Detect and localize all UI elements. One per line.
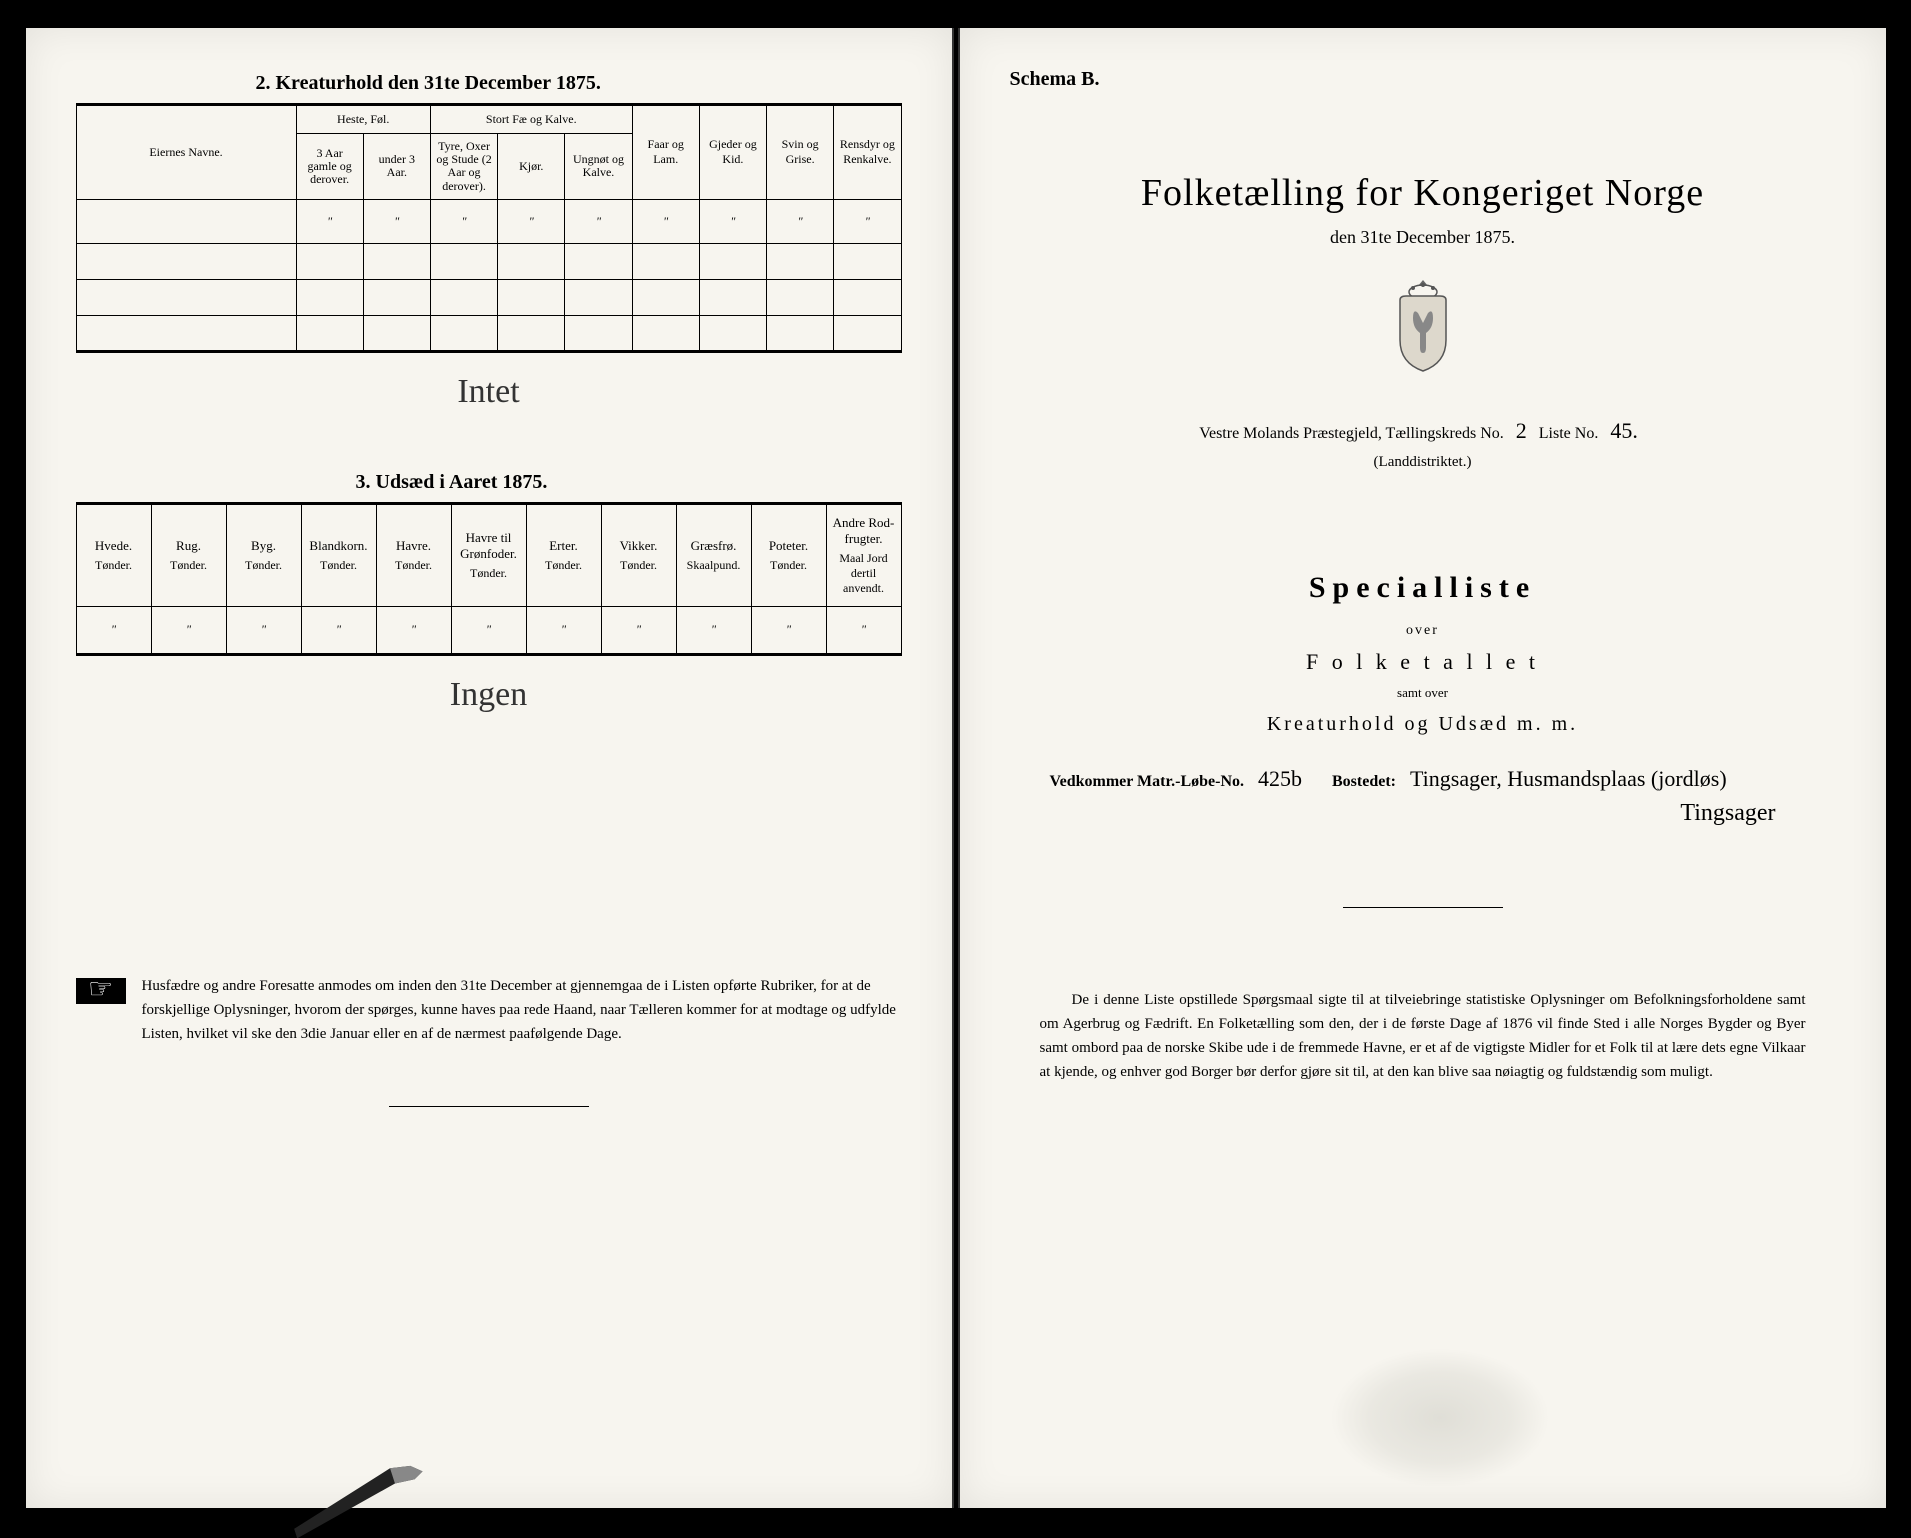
t3-cell: " [526, 606, 601, 654]
sub-heste2: under 3 Aar. [363, 134, 430, 200]
district-line: Vestre Molands Præstegjeld, Tællingskred… [1010, 418, 1836, 444]
t3-cell: " [676, 606, 751, 654]
t2-cell: " [296, 199, 363, 243]
t3-h: Havre.Tønder. [376, 503, 451, 606]
col-eiernes: Eiernes Navne. [76, 105, 296, 200]
t3-h: Vikker.Tønder. [601, 503, 676, 606]
t3-cell: " [601, 606, 676, 654]
t3-cell: " [826, 606, 901, 654]
divider [1343, 907, 1503, 908]
t3-h: Hvede.Tønder. [76, 503, 151, 606]
footnote-block: ☞ Husfædre og andre Foresatte anmodes om… [76, 974, 902, 1046]
grp-heste: Heste, Føl. [296, 105, 430, 134]
t3-h: Byg.Tønder. [226, 503, 301, 606]
t3-cell: " [751, 606, 826, 654]
samt-label: samt over [1010, 685, 1836, 701]
t3-cell: " [226, 606, 301, 654]
t3-cell: " [301, 606, 376, 654]
sub-stort3: Ungnøt og Kalve. [565, 134, 632, 200]
t2-cell: " [565, 199, 632, 243]
kreatur-label: Kreaturhold og Udsæd m. m. [1010, 713, 1836, 736]
liste-label: Liste No. [1539, 425, 1599, 442]
sub-stort2: Kjør. [498, 134, 565, 200]
paper-stain [1330, 1348, 1550, 1488]
pen-artifact [281, 1448, 430, 1538]
t3-h: Blandkorn.Tønder. [301, 503, 376, 606]
kreds-no: 2 [1508, 418, 1535, 443]
right-page: Schema B. Folketælling for Kongeriget No… [958, 28, 1886, 1508]
t2-cell: " [430, 199, 497, 243]
vedkommer-line: Vedkommer Matr.-Løbe-No. 425b Bostedet: … [1050, 766, 1796, 792]
book-spread: 2. Kreaturhold den 31te December 1875. E… [26, 28, 1886, 1508]
district-sub: (Landdistriktet.) [1010, 454, 1836, 471]
udsaed-table: Hvede.Tønder. Rug.Tønder. Byg.Tønder. Bl… [76, 502, 902, 656]
liste-no: 45. [1602, 418, 1646, 443]
t2-cell: " [699, 199, 766, 243]
t2-cell: " [834, 199, 901, 243]
left-page: 2. Kreaturhold den 31te December 1875. E… [26, 28, 954, 1508]
section-3-title: 3. Udsæd i Aaret 1875. [356, 471, 902, 494]
t3-h: Havre til Grønfoder.Tønder. [451, 503, 526, 606]
t3-h: Græsfrø.Skaalpund. [676, 503, 751, 606]
sub-heste1: 3 Aar gamle og derover. [296, 134, 363, 200]
signature-3: Ingen [76, 676, 902, 714]
folketallet-label: F o l k e t a l l e t [1010, 649, 1836, 675]
bostedet-value: Tingsager, Husmandsplaas (jordløs) [1400, 766, 1737, 791]
district-prefix: Vestre Molands Præstegjeld, Tællingskred… [1199, 425, 1504, 442]
t3-h: Erter.Tønder. [526, 503, 601, 606]
bostedet-value-2: Tingsager [1010, 800, 1776, 827]
t2-cell: " [767, 199, 834, 243]
kreaturhold-table: Eiernes Navne. Heste, Føl. Stort Fæ og K… [76, 103, 902, 353]
sub-stort1: Tyre, Oxer og Stude (2 Aar og derover). [430, 134, 497, 200]
specialliste-title: Specialliste [1010, 571, 1836, 605]
footnote-text: Husfædre og andre Foresatte anmodes om i… [142, 974, 902, 1046]
t3-cell: " [451, 606, 526, 654]
t3-cell: " [151, 606, 226, 654]
coat-of-arms-icon [1010, 278, 1836, 378]
t2-cell: " [363, 199, 430, 243]
bostedet-label: Bostedet: [1332, 773, 1396, 790]
vedkommer-label: Vedkommer Matr.-Løbe-No. [1050, 773, 1245, 790]
col-gjeder: Gjeder og Kid. [699, 105, 766, 200]
census-title: Folketælling for Kongeriget Norge [1010, 171, 1836, 215]
grp-stort: Stort Fæ og Kalve. [430, 105, 632, 134]
col-rensdyr: Rensdyr og Renkalve. [834, 105, 901, 200]
t3-h: Andre Rod-frugter.Maal Jord dertil anven… [826, 503, 901, 606]
pointing-hand-icon: ☞ [76, 978, 126, 1004]
t2-cell [76, 199, 296, 243]
t3-cell: " [76, 606, 151, 654]
col-svin: Svin og Grise. [767, 105, 834, 200]
schema-label: Schema B. [1010, 68, 1836, 91]
bottom-note: De i denne Liste opstillede Spørgsmaal s… [1040, 988, 1806, 1084]
t3-cell: " [376, 606, 451, 654]
signature-2: Intet [76, 373, 902, 411]
over-label: over [1010, 623, 1836, 639]
matr-no: 425b [1248, 766, 1312, 791]
col-faar: Faar og Lam. [632, 105, 699, 200]
t3-h: Poteter.Tønder. [751, 503, 826, 606]
section-2-title: 2. Kreaturhold den 31te December 1875. [256, 72, 902, 95]
divider [389, 1106, 589, 1107]
census-date: den 31te December 1875. [1010, 227, 1836, 248]
t2-cell: " [632, 199, 699, 243]
t2-cell: " [498, 199, 565, 243]
t3-h: Rug.Tønder. [151, 503, 226, 606]
